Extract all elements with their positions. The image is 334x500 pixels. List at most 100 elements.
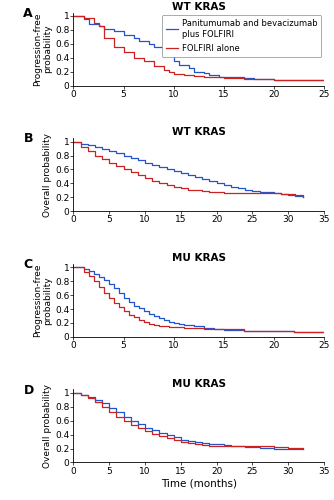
FOLFIRI alone bbox=[272, 76, 276, 82]
Legend: Panitumumab and bevacizumab
plus FOLFIRI, FOLFIRI alone: Panitumumab and bevacizumab plus FOLFIRI… bbox=[162, 15, 322, 56]
Panitumumab and bevacizumab
plus FOLFIRI bbox=[193, 172, 197, 178]
Panitumumab and bevacizumab
plus FOLFIRI bbox=[272, 446, 276, 452]
Title: WT KRAS: WT KRAS bbox=[172, 2, 226, 12]
Panitumumab and bevacizumab
plus FOLFIRI bbox=[132, 299, 136, 305]
FOLFIRI alone bbox=[293, 192, 297, 198]
Line: Panitumumab and bevacizumab
plus FOLFIRI: Panitumumab and bevacizumab plus FOLFIRI bbox=[73, 393, 303, 448]
FOLFIRI alone bbox=[92, 278, 96, 284]
FOLFIRI alone bbox=[93, 399, 97, 405]
Y-axis label: Overall probability: Overall probability bbox=[43, 132, 52, 216]
FOLFIRI alone bbox=[102, 284, 106, 290]
FOLFIRI alone bbox=[102, 24, 106, 30]
FOLFIRI alone bbox=[192, 72, 196, 78]
FOLFIRI alone bbox=[122, 49, 126, 55]
Panitumumab and bevacizumab
plus FOLFIRI bbox=[301, 446, 305, 452]
Panitumumab and bevacizumab
plus FOLFIRI bbox=[301, 194, 305, 200]
Panitumumab and bevacizumab
plus FOLFIRI bbox=[71, 264, 75, 270]
Line: Panitumumab and bevacizumab
plus FOLFIRI: Panitumumab and bevacizumab plus FOLFIRI bbox=[73, 268, 324, 332]
Line: FOLFIRI alone: FOLFIRI alone bbox=[73, 16, 324, 80]
Line: Panitumumab and bevacizumab
plus FOLFIRI: Panitumumab and bevacizumab plus FOLFIRI bbox=[73, 142, 303, 197]
Panitumumab and bevacizumab
plus FOLFIRI bbox=[293, 193, 297, 199]
FOLFIRI alone bbox=[112, 44, 116, 51]
Panitumumab and bevacizumab
plus FOLFIRI bbox=[112, 285, 116, 291]
FOLFIRI alone bbox=[71, 390, 75, 396]
FOLFIRI alone bbox=[292, 329, 296, 335]
FOLFIRI alone bbox=[272, 77, 276, 83]
Text: C: C bbox=[23, 258, 32, 271]
FOLFIRI alone bbox=[129, 418, 133, 424]
Panitumumab and bevacizumab
plus FOLFIRI bbox=[292, 329, 296, 335]
Y-axis label: Progression-free
probability: Progression-free probability bbox=[33, 264, 52, 337]
FOLFIRI alone bbox=[71, 13, 75, 19]
Panitumumab and bevacizumab
plus FOLFIRI bbox=[150, 424, 154, 430]
Panitumumab and bevacizumab
plus FOLFIRI bbox=[143, 156, 147, 162]
FOLFIRI alone bbox=[81, 13, 86, 19]
FOLFIRI alone bbox=[202, 73, 206, 79]
FOLFIRI alone bbox=[301, 194, 305, 200]
FOLFIRI alone bbox=[172, 70, 176, 76]
FOLFIRI alone bbox=[143, 172, 147, 178]
FOLFIRI alone bbox=[301, 446, 305, 452]
FOLFIRI alone bbox=[272, 190, 276, 196]
Panitumumab and bevacizumab
plus FOLFIRI bbox=[172, 166, 176, 172]
FOLFIRI alone bbox=[322, 77, 326, 83]
Line: Panitumumab and bevacizumab
plus FOLFIRI: Panitumumab and bevacizumab plus FOLFIRI bbox=[73, 16, 324, 80]
FOLFIRI alone bbox=[252, 76, 256, 82]
Panitumumab and bevacizumab
plus FOLFIRI bbox=[272, 77, 276, 83]
Panitumumab and bevacizumab
plus FOLFIRI bbox=[292, 77, 296, 83]
Line: FOLFIRI alone: FOLFIRI alone bbox=[73, 142, 303, 197]
FOLFIRI alone bbox=[142, 58, 146, 64]
FOLFIRI alone bbox=[322, 329, 326, 335]
FOLFIRI alone bbox=[122, 44, 126, 51]
FOLFIRI alone bbox=[167, 67, 171, 73]
FOLFIRI alone bbox=[172, 182, 176, 188]
Panitumumab and bevacizumab
plus FOLFIRI bbox=[157, 315, 161, 321]
FOLFIRI alone bbox=[81, 269, 86, 275]
FOLFIRI alone bbox=[92, 20, 96, 26]
FOLFIRI alone bbox=[92, 15, 96, 21]
Panitumumab and bevacizumab
plus FOLFIRI bbox=[167, 318, 171, 324]
FOLFIRI alone bbox=[212, 74, 216, 80]
FOLFIRI alone bbox=[162, 67, 166, 73]
Title: MU KRAS: MU KRAS bbox=[172, 253, 226, 263]
FOLFIRI alone bbox=[312, 77, 316, 83]
FOLFIRI alone bbox=[322, 77, 326, 83]
Panitumumab and bevacizumab
plus FOLFIRI bbox=[322, 329, 326, 335]
Text: B: B bbox=[23, 132, 33, 145]
FOLFIRI alone bbox=[152, 322, 156, 328]
FOLFIRI alone bbox=[97, 20, 101, 26]
FOLFIRI alone bbox=[81, 15, 86, 21]
FOLFIRI alone bbox=[132, 49, 136, 55]
FOLFIRI alone bbox=[202, 74, 206, 80]
FOLFIRI alone bbox=[132, 54, 136, 60]
Panitumumab and bevacizumab
plus FOLFIRI bbox=[242, 328, 246, 334]
Panitumumab and bevacizumab
plus FOLFIRI bbox=[258, 445, 262, 451]
Panitumumab and bevacizumab
plus FOLFIRI bbox=[122, 414, 126, 420]
Panitumumab and bevacizumab
plus FOLFIRI bbox=[71, 138, 75, 144]
Panitumumab and bevacizumab
plus FOLFIRI bbox=[322, 77, 326, 83]
FOLFIRI alone bbox=[222, 443, 226, 449]
Panitumumab and bevacizumab
plus FOLFIRI bbox=[97, 24, 101, 30]
Title: WT KRAS: WT KRAS bbox=[172, 128, 226, 138]
FOLFIRI alone bbox=[182, 72, 186, 78]
Panitumumab and bevacizumab
plus FOLFIRI bbox=[115, 408, 119, 414]
FOLFIRI alone bbox=[172, 70, 176, 75]
Panitumumab and bevacizumab
plus FOLFIRI bbox=[71, 13, 75, 19]
Panitumumab and bevacizumab
plus FOLFIRI bbox=[322, 77, 326, 83]
Panitumumab and bevacizumab
plus FOLFIRI bbox=[152, 44, 156, 51]
Panitumumab and bevacizumab
plus FOLFIRI bbox=[272, 190, 276, 196]
FOLFIRI alone bbox=[292, 77, 296, 83]
FOLFIRI alone bbox=[192, 73, 196, 79]
FOLFIRI alone bbox=[162, 63, 166, 69]
Panitumumab and bevacizumab
plus FOLFIRI bbox=[186, 438, 190, 444]
FOLFIRI alone bbox=[129, 166, 133, 172]
Text: D: D bbox=[23, 384, 34, 396]
Panitumumab and bevacizumab
plus FOLFIRI bbox=[200, 440, 204, 446]
FOLFIRI alone bbox=[152, 63, 156, 69]
FOLFIRI alone bbox=[71, 138, 75, 144]
FOLFIRI alone bbox=[117, 300, 121, 306]
FOLFIRI alone bbox=[112, 35, 116, 41]
FOLFIRI alone bbox=[312, 77, 316, 83]
Text: A: A bbox=[23, 6, 33, 20]
FOLFIRI alone bbox=[179, 438, 183, 444]
